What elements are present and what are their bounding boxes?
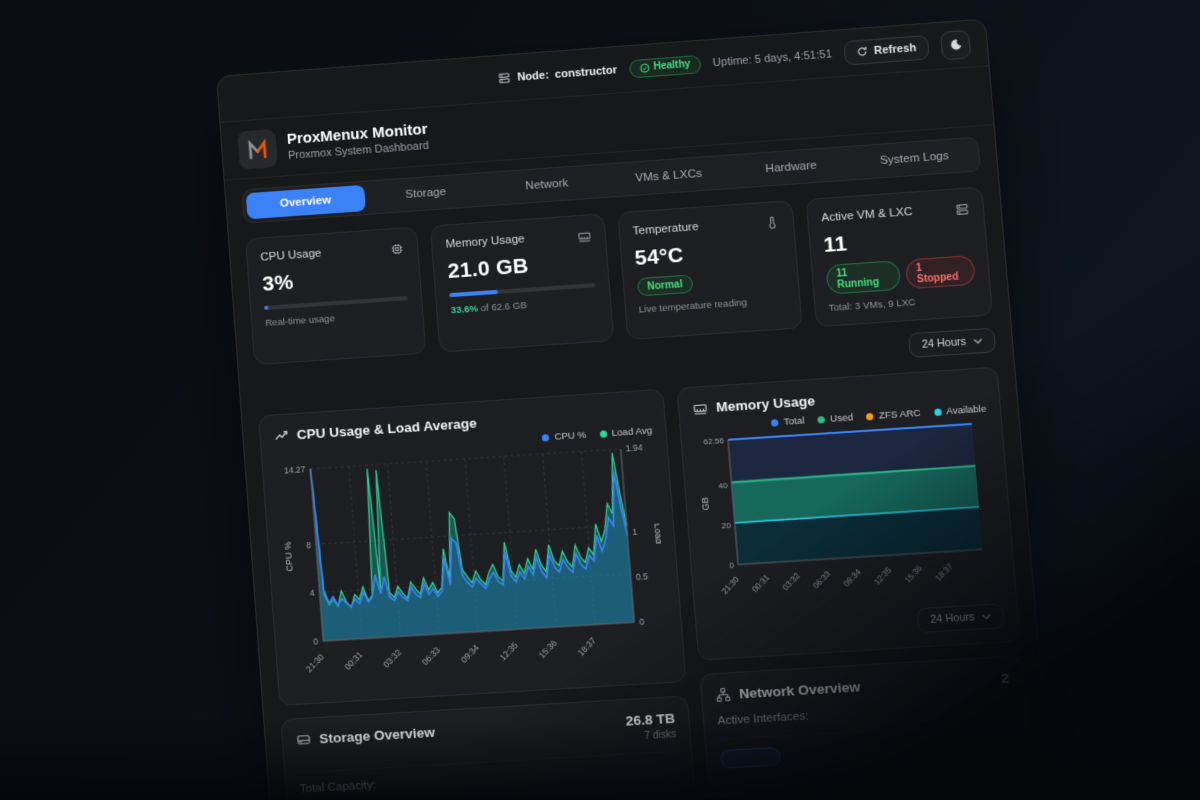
svg-text:00:31: 00:31 (342, 649, 364, 672)
cpu-load-chart-card: CPU Usage & Load Average CPU % Load Avg 2… (258, 388, 687, 706)
memory-card-label: Memory Usage (445, 233, 526, 251)
vm-server-icon (954, 202, 970, 217)
network-icon (715, 687, 732, 703)
network-overview-card: Network Overview 2 Active Interfaces: (699, 654, 1032, 790)
svg-text:03:32: 03:32 (381, 647, 403, 670)
tab-network[interactable]: Network (524, 177, 569, 193)
dashboard-panel: Node: constructor Healthy Uptime: 5 days… (216, 18, 1070, 800)
tab-hardware[interactable]: Hardware (765, 159, 818, 176)
svg-text:14.27: 14.27 (284, 464, 306, 476)
storage-title: Storage Overview (318, 724, 436, 747)
svg-text:15:36: 15:36 (903, 563, 925, 585)
svg-text:18:37: 18:37 (933, 561, 955, 583)
memory-usage-card: Memory Usage 21.0 GB 33.6% of 62.6 GB (430, 213, 614, 353)
svg-text:12:35: 12:35 (872, 565, 893, 587)
refresh-button[interactable]: Refresh (843, 34, 930, 66)
hard-drive-icon (296, 732, 312, 748)
svg-text:12:35: 12:35 (497, 640, 520, 663)
svg-text:0.5: 0.5 (636, 571, 649, 582)
vm-running-badge: 11 Running (825, 260, 902, 295)
memory-chart: 21:30 00:31 03:32 06:33 09:34 12:35 15:36 18:37… (700, 415, 993, 596)
memory-time-range-select[interactable]: 24 Hours (916, 603, 1005, 634)
vm-stopped-badge: 1 Stopped (904, 254, 976, 290)
check-circle-icon (639, 62, 650, 73)
svg-text:62.56: 62.56 (703, 436, 725, 447)
svg-text:0: 0 (313, 636, 319, 646)
tab-vms-lxcs[interactable]: VMs & LXCs (634, 167, 703, 185)
svg-text:18:37: 18:37 (575, 635, 598, 658)
temperature-sub: Live temperature reading (638, 297, 748, 316)
temperature-card: Temperature 54°C Normal Live temperature… (616, 200, 803, 341)
svg-text:4: 4 (309, 588, 315, 598)
vm-card-label: Active VM & LXC (820, 205, 913, 225)
cpu-sub: Real-time usage (264, 313, 336, 330)
refresh-icon (856, 46, 868, 58)
temperature-card-label: Temperature (632, 220, 700, 238)
server-icon (498, 71, 512, 85)
tab-overview[interactable]: Overview (245, 184, 366, 220)
svg-text:09:34: 09:34 (842, 567, 863, 589)
interface-list (718, 722, 1016, 774)
svg-text:CPU %: CPU % (282, 541, 294, 571)
tab-storage[interactable]: Storage (405, 186, 447, 202)
svg-text:Load: Load (652, 523, 664, 544)
memory-icon (576, 228, 591, 243)
memory-value: 21.0 GB (446, 254, 530, 284)
svg-text:1.94: 1.94 (625, 442, 643, 453)
cpu-card-label: CPU Usage (260, 247, 322, 264)
svg-text:06:33: 06:33 (420, 644, 442, 667)
storage-overview-card: Storage Overview 26.8 TB 7 disks Total C… (280, 695, 698, 800)
health-badge: Healthy (628, 54, 702, 78)
thermometer-icon (764, 215, 780, 230)
svg-text:21:30: 21:30 (720, 574, 741, 596)
svg-text:0: 0 (729, 561, 735, 571)
svg-text:40: 40 (718, 481, 728, 491)
svg-text:GB: GB (700, 497, 711, 511)
memory-chart-icon (692, 400, 709, 416)
vm-total-sub: Total: 3 VMs, 9 LXC (828, 296, 916, 315)
node-label: Node: (516, 68, 550, 84)
network-count: 2 (1000, 670, 1010, 687)
vm-count-value: 11 (822, 231, 848, 258)
svg-text:06:33: 06:33 (811, 569, 832, 591)
svg-text:1: 1 (632, 527, 638, 538)
svg-text:09:34: 09:34 (459, 642, 482, 665)
temperature-value: 54°C (633, 243, 685, 271)
temperature-status-badge: Normal (636, 274, 694, 297)
svg-text:0: 0 (639, 617, 645, 628)
uptime-text: Uptime: 5 days, 4:51:51 (712, 47, 833, 69)
cpu-icon (390, 242, 405, 257)
svg-text:8: 8 (306, 540, 312, 550)
active-vm-card: Active VM & LXC 11 11 Running 1 Stopped … (805, 186, 994, 328)
svg-text:00:31: 00:31 (750, 573, 771, 595)
theme-toggle-button[interactable] (939, 29, 972, 60)
node-name: constructor (554, 63, 618, 81)
storage-disks-value: 7 disks (643, 729, 677, 743)
proxmenux-logo-icon (247, 137, 266, 159)
moon-icon (950, 39, 962, 50)
chevron-down-icon (973, 338, 983, 345)
chevron-down-icon (982, 613, 992, 620)
svg-text:15:36: 15:36 (536, 637, 559, 660)
memory-sub: 33.6% of 62.6 GB (450, 300, 528, 317)
memory-chart-card: Memory Usage Total Used ZFS ARC Available 2… (676, 366, 1021, 661)
tab-system-logs[interactable]: System Logs (879, 150, 950, 168)
trending-up-icon (273, 428, 289, 444)
memory-chart-title: Memory Usage (715, 393, 816, 415)
svg-text:21:30: 21:30 (304, 651, 326, 674)
interface-badge[interactable] (719, 746, 782, 769)
cpu-load-chart: 21:30 00:31 03:32 06:33 09:34 12:35 15:36 18:37… (282, 442, 664, 674)
time-range-select[interactable]: 24 Hours (908, 327, 997, 358)
svg-text:03:32: 03:32 (781, 571, 802, 593)
svg-text:20: 20 (721, 521, 731, 531)
cpu-usage-card: CPU Usage 3% Real-time usage (245, 226, 427, 366)
storage-capacity-value: 26.8 TB (625, 710, 676, 729)
cpu-value: 3% (261, 270, 295, 296)
node-info: Node: constructor (498, 63, 618, 85)
memory-progress (449, 283, 596, 298)
memory-percent: 33.6% (450, 303, 479, 317)
app-logo (237, 128, 278, 170)
cpu-progress (264, 296, 409, 310)
